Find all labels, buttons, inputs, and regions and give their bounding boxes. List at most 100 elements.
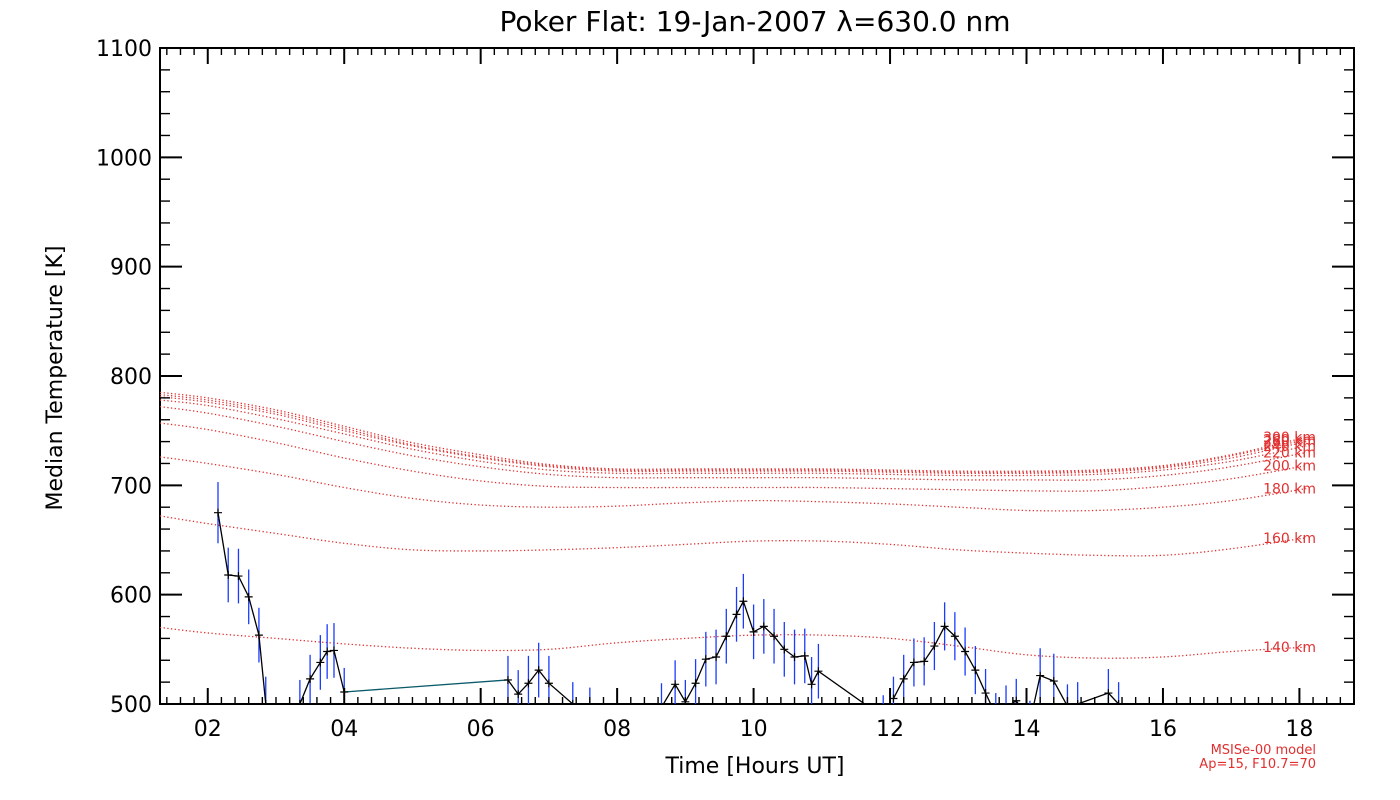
model-label-200-km: 200 km (1263, 459, 1316, 475)
data-point (254, 631, 263, 640)
data-point (909, 658, 918, 667)
data-point (739, 597, 748, 606)
model-curve-160-km (160, 515, 1307, 557)
temperature-line-segment (662, 599, 866, 704)
model-curve-280-km (160, 393, 1307, 473)
data-point (1036, 671, 1045, 680)
data-point (807, 680, 816, 689)
data-point (920, 657, 929, 666)
data-point (295, 700, 304, 704)
model-label-300-km: 300 km (1263, 430, 1316, 446)
y-tick-label: 800 (110, 365, 152, 390)
x-tick-label: 16 (1149, 717, 1177, 742)
data-series (213, 482, 1123, 719)
data-point (732, 610, 741, 619)
data-point (234, 572, 243, 581)
model-curve-200-km (160, 422, 1307, 492)
data-point (671, 680, 680, 689)
model-label-280-km: 280 km (1263, 432, 1316, 448)
data-point (534, 666, 543, 675)
model-label-260-km: 260 km (1263, 435, 1316, 451)
data-point (213, 508, 222, 517)
x-axis-label: Time [Hours UT] (665, 754, 845, 779)
data-point (961, 647, 970, 656)
y-axis-label: Median Temperature [K] (43, 246, 68, 511)
data-point (800, 651, 809, 660)
x-axis-ticks: 02 04 06 08 10 12 14 16 18 (166, 48, 1342, 742)
data-point (1114, 700, 1123, 704)
data-point (524, 679, 533, 688)
model-note-line1: MSISe-00 model (1211, 743, 1316, 758)
temperature-line-segment (217, 512, 267, 704)
model-label-140-km: 140 km (1263, 640, 1316, 656)
data-point (1073, 700, 1082, 704)
data-point (701, 655, 710, 664)
model-curve-260-km (160, 396, 1307, 475)
x-tick-label: 14 (1013, 717, 1041, 742)
y-tick-label: 900 (110, 256, 152, 281)
y-axis-ticks: 500 600 700 800 900 1000 1100 (96, 37, 1354, 718)
data-point (971, 666, 980, 675)
data-point (244, 592, 253, 601)
data-point (586, 705, 594, 713)
model-label-160-km: 160 km (1263, 531, 1316, 547)
data-point (940, 622, 949, 631)
data-point (722, 632, 731, 641)
data-point (790, 652, 799, 661)
y-tick-label: 1100 (96, 37, 152, 62)
x-tick-label: 10 (740, 717, 768, 742)
data-point (316, 658, 325, 667)
data-point (261, 700, 270, 704)
x-tick-label: 12 (876, 717, 904, 742)
model-label-220-km: 220 km (1263, 446, 1316, 462)
model-note-line2: Ap=15, F10.7=70 (1199, 757, 1316, 772)
data-point (306, 674, 315, 683)
data-point (568, 700, 577, 704)
data-point (992, 711, 1000, 719)
temperature-line-segment (892, 625, 1120, 704)
x-tick-label: 02 (194, 717, 222, 742)
model-label-240-km: 240 km (1263, 439, 1316, 455)
y-tick-label: 600 (110, 584, 152, 609)
data-point (323, 647, 332, 656)
data-point (329, 646, 338, 655)
data-point (1104, 689, 1113, 698)
data-point (503, 675, 512, 684)
data-point (950, 632, 959, 641)
y-tick-label: 1000 (96, 146, 152, 171)
data-point (514, 690, 523, 699)
x-tick-label: 18 (1285, 717, 1313, 742)
gap-connector (590, 707, 662, 709)
data-point (691, 679, 700, 688)
plot-frame (159, 47, 1355, 705)
data-point (770, 632, 779, 641)
data-point (981, 689, 990, 698)
chart-title: Poker Flat: 19-Jan-2007 λ=630.0 nm (499, 5, 1010, 38)
model-curve-240-km (160, 399, 1307, 477)
temperature-line-segment (299, 649, 345, 704)
data-point (930, 642, 939, 651)
data-point (544, 679, 553, 688)
data-point (780, 645, 789, 654)
x-tick-label: 08 (603, 717, 631, 742)
gap-connector (344, 679, 509, 693)
x-tick-label: 06 (467, 717, 495, 742)
data-point (224, 570, 233, 579)
data-point (749, 627, 758, 636)
data-point (814, 667, 823, 676)
x-tick-label: 04 (330, 717, 358, 742)
model-curve-300-km (160, 391, 1307, 472)
y-tick-label: 700 (110, 474, 152, 499)
data-point (1012, 696, 1021, 704)
model-label-180-km: 180 km (1263, 482, 1316, 498)
model-curves (160, 391, 1307, 659)
data-point (899, 674, 908, 683)
data-point (712, 652, 721, 661)
model-curve-180-km (160, 456, 1307, 512)
y-tick-label: 500 (110, 693, 152, 718)
model-curve-140-km (160, 626, 1307, 659)
data-point (759, 622, 768, 631)
data-point (1049, 677, 1058, 686)
